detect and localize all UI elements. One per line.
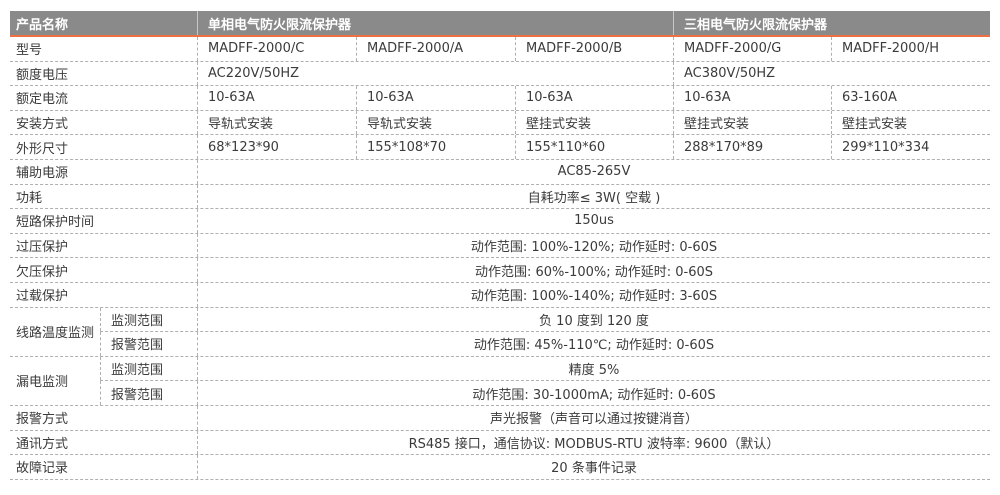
aux-power-value: AC85-265V (197, 159, 990, 184)
current-value: 10-63A (197, 86, 356, 110)
row-dimensions: 外形尺寸 68*123*90 155*108*70 155*110*60 288… (10, 135, 990, 160)
row-label-line-temp: 线路温度监测 (16, 326, 95, 342)
row-label-overload: 过载保护 (16, 289, 69, 305)
line-temp-monitor-range-row: 监测范围 负 10 度到 120 度 (100, 307, 990, 333)
model-value: MADFF-2000/A (356, 37, 515, 61)
line-temp-alarm-range-row: 报警范围 动作范围: 45%-110℃; 动作延时: 0-60S (100, 332, 990, 356)
short-circuit-time-value: 150us (197, 209, 990, 233)
spec-table: 产品名称 单相电气防火限流保护器 三相电气防火限流保护器 型号 MADFF-20… (10, 11, 990, 480)
mounting-value: 导轨式安装 (356, 110, 515, 135)
table-header-row: 产品名称 单相电气防火限流保护器 三相电气防火限流保护器 (10, 11, 990, 37)
header-product-name: 产品名称 (16, 17, 69, 33)
sub-label-monitor-range: 监测范围 (100, 307, 197, 332)
leakage-alarm-range-value: 动作范围: 30-1000mA; 动作延时: 0-60S (197, 381, 990, 405)
leakage-alarm-range-row: 报警范围 动作范围: 30-1000mA; 动作延时: 0-60S (100, 381, 990, 405)
mounting-value: 壁挂式安装 (831, 110, 990, 135)
overload-value: 动作范围: 100%-140%; 动作延时: 3-60S (197, 282, 990, 307)
mounting-value: 导轨式安装 (197, 110, 356, 135)
current-value: 10-63A (515, 86, 673, 110)
model-value: MADFF-2000/B (515, 37, 673, 61)
mounting-value: 壁挂式安装 (673, 110, 831, 135)
sub-label-alarm-range: 报警范围 (100, 381, 197, 405)
row-model: 型号 MADFF-2000/C MADFF-2000/A MADFF-2000/… (10, 37, 990, 62)
row-label-power-consumption: 功耗 (16, 190, 43, 206)
model-value: MADFF-2000/H (831, 37, 990, 61)
leakage-monitor-range-row: 监测范围 精度 5% (100, 356, 990, 382)
dimensions-value: 155*110*60 (515, 135, 673, 159)
row-mounting: 安装方式 导轨式安装 导轨式安装 壁挂式安装 壁挂式安装 壁挂式安装 (10, 110, 990, 136)
row-aux-power: 辅助电源 AC85-265V (10, 159, 990, 185)
communication-value: RS485 接口，通信协议: MODBUS-RTU 波特率: 9600（默认） (197, 430, 990, 455)
current-value: 10-63A (356, 86, 515, 110)
row-line-temp-monitoring: 线路温度监测 监测范围 负 10 度到 120 度 报警范围 动作范围: 45%… (10, 307, 990, 357)
leakage-subrows: 监测范围 精度 5% 报警范围 动作范围: 30-1000mA; 动作延时: 0… (100, 356, 990, 405)
dimensions-value: 288*170*89 (673, 135, 831, 159)
current-value: 10-63A (673, 86, 831, 110)
mounting-value: 壁挂式安装 (515, 110, 673, 135)
row-label-leakage: 漏电监测 (16, 375, 69, 391)
voltage-single-phase: AC220V/50HZ (197, 61, 673, 86)
row-label-model: 型号 (16, 43, 43, 59)
line-temp-monitor-range-value: 负 10 度到 120 度 (197, 307, 990, 332)
row-overvoltage: 过压保护 动作范围: 100%-120%; 动作延时: 0-60S (10, 233, 990, 259)
current-value: 63-160A (831, 86, 990, 110)
row-alarm-mode: 报警方式 声光报警（声音可以通过按键消音） (10, 405, 990, 431)
row-label-communication: 通讯方式 (16, 436, 69, 452)
leakage-monitor-range-value: 精度 5% (197, 356, 990, 381)
dimensions-value: 299*110*334 (831, 135, 990, 159)
row-label-mounting: 安装方式 (16, 117, 69, 133)
line-temp-alarm-range-value: 动作范围: 45%-110℃; 动作延时: 0-60S (197, 332, 990, 356)
row-rated-current: 额定电流 10-63A 10-63A 10-63A 10-63A 63-160A (10, 86, 990, 111)
row-label-fault-record: 故障记录 (16, 461, 69, 477)
row-communication: 通讯方式 RS485 接口，通信协议: MODBUS-RTU 波特率: 9600… (10, 430, 990, 456)
row-fault-record: 故障记录 20 条事件记录 (10, 455, 990, 480)
row-label-undervoltage: 欠压保护 (16, 264, 69, 280)
alarm-mode-value: 声光报警（声音可以通过按键消音） (197, 405, 990, 430)
row-rated-voltage: 额度电压 AC220V/50HZ AC380V/50HZ (10, 61, 990, 87)
row-label-aux-power: 辅助电源 (16, 166, 69, 182)
header-single-phase: 单相电气防火限流保护器 (197, 11, 673, 35)
row-power-consumption: 功耗 自耗功率≤ 3W( 空载 ) (10, 184, 990, 210)
header-three-phase: 三相电气防火限流保护器 (673, 11, 990, 35)
row-undervoltage: 欠压保护 动作范围: 60%-100%; 动作延时: 0-60S (10, 258, 990, 283)
row-label-dimensions: 外形尺寸 (16, 141, 69, 157)
line-temp-subrows: 监测范围 负 10 度到 120 度 报警范围 动作范围: 45%-110℃; … (100, 307, 990, 356)
undervoltage-value: 动作范围: 60%-100%; 动作延时: 0-60S (197, 258, 990, 282)
row-label-alarm-mode: 报警方式 (16, 412, 69, 428)
row-overload: 过载保护 动作范围: 100%-140%; 动作延时: 3-60S (10, 282, 990, 308)
dimensions-value: 155*108*70 (356, 135, 515, 159)
row-label-overvoltage: 过压保护 (16, 240, 69, 256)
voltage-three-phase: AC380V/50HZ (673, 61, 990, 86)
model-value: MADFF-2000/C (197, 37, 356, 61)
row-label-short-circuit-time: 短路保护时间 (16, 215, 95, 231)
dimensions-value: 68*123*90 (197, 135, 356, 159)
overvoltage-value: 动作范围: 100%-120%; 动作延时: 0-60S (197, 233, 990, 258)
power-consumption-value: 自耗功率≤ 3W( 空载 ) (197, 184, 990, 209)
row-label-rated-voltage: 额度电压 (16, 67, 69, 83)
row-leakage-monitoring: 漏电监测 监测范围 精度 5% 报警范围 动作范围: 30-1000mA; 动作… (10, 356, 990, 406)
sub-label-alarm-range: 报警范围 (100, 332, 197, 356)
row-short-circuit-time: 短路保护时间 150us (10, 209, 990, 234)
row-label-rated-current: 额定电流 (16, 92, 69, 108)
model-value: MADFF-2000/G (673, 37, 831, 61)
sub-label-monitor-range: 监测范围 (100, 356, 197, 381)
fault-record-value: 20 条事件记录 (197, 455, 990, 479)
